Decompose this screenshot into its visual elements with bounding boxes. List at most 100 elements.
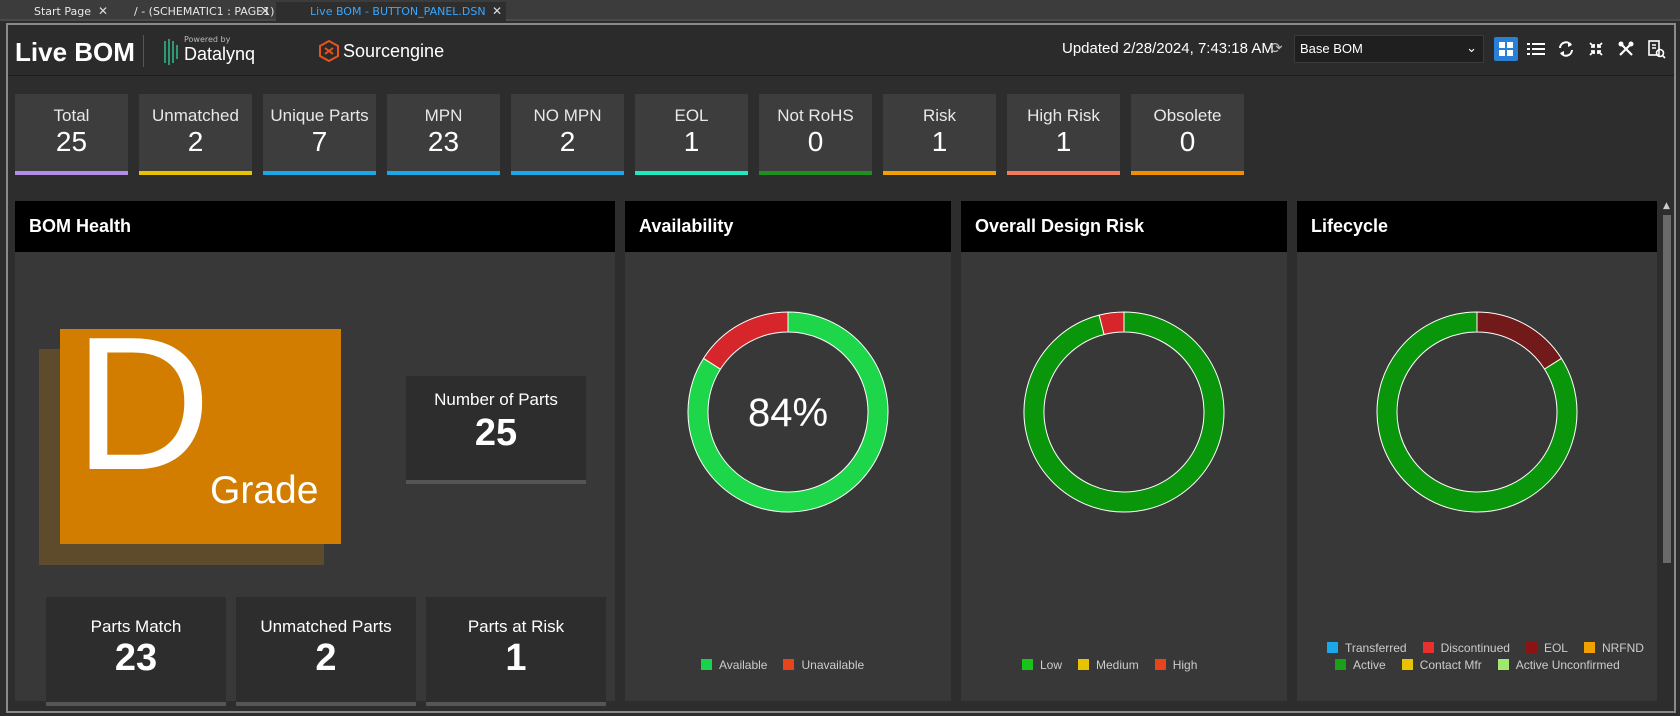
- stat-color-bar: [883, 171, 996, 175]
- legend-label: EOL: [1543, 641, 1568, 655]
- scroll-up-icon[interactable]: ▲: [1663, 201, 1670, 211]
- availability-title: Availability: [625, 201, 951, 252]
- stat-value: 23: [427, 126, 460, 157]
- legend-item[interactable]: Active Unconfirmed: [1497, 658, 1620, 672]
- legend-item[interactable]: Low: [1022, 658, 1062, 672]
- legend-label: High: [1172, 658, 1198, 672]
- legend-item[interactable]: Unavailable: [783, 658, 864, 672]
- design-risk-title: Overall Design Risk: [961, 201, 1287, 252]
- unmatched-parts-value: 2: [315, 637, 337, 679]
- close-tools-button[interactable]: [1614, 37, 1638, 61]
- refresh-timestamp-icon[interactable]: ⟳: [1270, 39, 1283, 57]
- stat-tile-total[interactable]: Total 25: [15, 94, 128, 175]
- legend-item[interactable]: High: [1154, 658, 1198, 672]
- donut-slice-unavailable[interactable]: [702, 311, 789, 370]
- tab-label: Live BOM - BUTTON_PANEL.DSN: [310, 5, 486, 18]
- last-updated-text: Updated 2/28/2024, 7:43:18 AM: [1062, 40, 1274, 57]
- close-icon[interactable]: ✕: [492, 4, 503, 18]
- bom-version-value: Base BOM: [1300, 41, 1363, 56]
- stat-tile-obsolete[interactable]: Obsolete 0: [1131, 94, 1244, 175]
- lifecycle-legend-row1: Transferred Discontinued EOL NRFND: [1327, 641, 1660, 655]
- export-icon: [1648, 40, 1666, 59]
- stat-tile-eol[interactable]: EOL 1: [635, 94, 748, 175]
- legend-swatch: [1154, 659, 1166, 670]
- number-of-parts-card: Number of Parts 25: [406, 376, 586, 484]
- legend-item[interactable]: Medium: [1078, 658, 1139, 672]
- donut-slice-eol[interactable]: [1476, 311, 1563, 370]
- refresh-button[interactable]: [1554, 37, 1578, 61]
- availability-legend: Available Unavailable: [701, 658, 880, 672]
- parts-match-label: Parts Match: [90, 617, 182, 636]
- stat-tile-unique-parts[interactable]: Unique Parts 7: [263, 94, 376, 175]
- stat-color-bar: [263, 171, 376, 175]
- stat-value: 25: [55, 126, 88, 157]
- tab-live-bom[interactable]: Live BOM - BUTTON_PANEL.DSN ✕: [276, 2, 506, 21]
- export-button[interactable]: [1644, 37, 1668, 61]
- lifecycle-donut-chart: [1376, 311, 1578, 513]
- parts-at-risk-label: Parts at Risk: [467, 617, 565, 636]
- grade-word: Grade: [210, 469, 319, 512]
- close-icon[interactable]: ✕: [260, 4, 271, 18]
- unmatched-parts-label: Unmatched Parts: [260, 617, 392, 636]
- stat-color-bar: [635, 171, 748, 175]
- legend-label: Available: [719, 658, 768, 672]
- stat-label: NO MPN: [533, 106, 602, 125]
- legend-label: Low: [1040, 658, 1063, 672]
- donut-slice-low[interactable]: [1023, 311, 1225, 513]
- legend-swatch: [1327, 642, 1338, 653]
- legend-item[interactable]: Available: [701, 658, 767, 672]
- document-tab-bar: Start Page ✕ / - (SCHEMATIC1 : PAGE1) ✕ …: [0, 0, 1680, 21]
- parts-at-risk-value: 1: [505, 637, 527, 679]
- legend-item[interactable]: NRFND: [1583, 641, 1644, 655]
- lifecycle-title: Lifecycle: [1297, 201, 1657, 252]
- tab-label: / - (SCHEMATIC1 : PAGE1): [134, 5, 275, 18]
- bom-version-select[interactable]: Base BOM ⌄: [1294, 35, 1484, 63]
- list-view-button[interactable]: [1524, 37, 1548, 61]
- close-icon[interactable]: ✕: [98, 4, 109, 18]
- availability-panel: Availability 84% Available Unavailable: [625, 201, 951, 701]
- stat-tile-mpn[interactable]: MPN 23: [387, 94, 500, 175]
- stat-tile-unmatched[interactable]: Unmatched 2: [139, 94, 252, 175]
- donut-slice-high[interactable]: [1098, 311, 1125, 336]
- stat-label: Obsolete: [1153, 106, 1222, 125]
- stat-label: Risk: [922, 106, 957, 125]
- unmatched-parts-card: Unmatched Parts 2: [236, 597, 416, 706]
- legend-swatch: [783, 659, 795, 670]
- collapse-button[interactable]: [1584, 37, 1608, 61]
- grid-view-button[interactable]: [1494, 37, 1518, 61]
- stat-tile-risk[interactable]: Risk 1: [883, 94, 996, 175]
- legend-swatch: [701, 659, 712, 670]
- stat-color-bar: [1131, 171, 1244, 175]
- close-tools-icon: [1618, 41, 1634, 56]
- stat-tile-not-rohs[interactable]: Not RoHS 0: [759, 94, 872, 175]
- legend-swatch: [1583, 642, 1595, 653]
- chevron-down-icon: ⌄: [1466, 40, 1477, 55]
- stat-value: 0: [1179, 126, 1196, 157]
- tab-schematic[interactable]: / - (SCHEMATIC1 : PAGE1) ✕: [114, 2, 274, 21]
- legend-item[interactable]: Transferred: [1327, 641, 1407, 655]
- legend-item[interactable]: Active: [1335, 658, 1386, 672]
- lifecycle-legend-row2: Active Contact Mfr Active Unconfirmed: [1335, 658, 1636, 672]
- parts-match-card: Parts Match 23: [46, 597, 226, 706]
- stat-label: Not RoHS: [777, 106, 854, 125]
- legend-label: Active Unconfirmed: [1515, 658, 1620, 672]
- donut-center-label: 84%: [748, 391, 828, 435]
- tab-label: Start Page: [34, 5, 91, 18]
- donut-slice-available[interactable]: [687, 311, 889, 513]
- donut-slice-active[interactable]: [1376, 311, 1578, 513]
- vertical-scrollbar[interactable]: ▲: [1660, 201, 1674, 701]
- legend-item[interactable]: Contact Mfr: [1401, 658, 1482, 672]
- legend-item[interactable]: EOL: [1525, 641, 1568, 655]
- scrollbar-thumb[interactable]: [1663, 215, 1671, 563]
- stat-label: Unmatched: [152, 106, 239, 125]
- stat-label: Unique Parts: [270, 106, 369, 125]
- stat-color-bar: [387, 171, 500, 175]
- stat-value: 1: [683, 126, 700, 157]
- tab-start-page[interactable]: Start Page ✕: [0, 2, 112, 21]
- legend-label: Active: [1353, 658, 1386, 672]
- stat-tile-no-mpn[interactable]: NO MPN 2: [511, 94, 624, 175]
- legend-item[interactable]: Discontinued: [1422, 641, 1510, 655]
- app-title: Live BOM: [15, 37, 135, 67]
- stat-tile-high-risk[interactable]: High Risk 1: [1007, 94, 1120, 175]
- datalynq-logo-icon: [164, 39, 178, 65]
